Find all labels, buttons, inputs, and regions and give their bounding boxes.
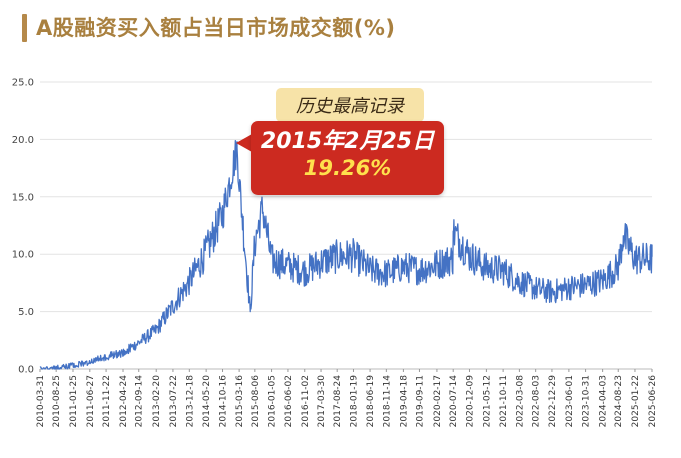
y-tick-label: 20.0 <box>12 135 34 146</box>
x-tick-label: 2022-08-03 <box>532 375 542 427</box>
x-tick-label: 2013-07-22 <box>169 375 179 427</box>
x-tick-label: 2017-03-30 <box>317 375 327 428</box>
x-tick-label: 2019-04-18 <box>399 375 409 428</box>
x-tick-label: 2010-03-31 <box>36 375 46 427</box>
callout-pointer <box>236 134 252 152</box>
title-accent-bar <box>22 14 27 42</box>
x-tick-label: 2012-04-24 <box>119 375 129 428</box>
y-tick-label: 10.0 <box>12 250 34 261</box>
x-tick-label: 2011-06-27 <box>86 375 96 427</box>
grid-lines <box>40 81 652 370</box>
x-tick-label: 2016-06-02 <box>284 375 294 427</box>
x-axis-ticks: 2010-03-31 2010-08-25 2011-01-25 2011-06-27… <box>36 369 658 427</box>
x-tick-label: 2020-07-14 <box>449 375 459 428</box>
y-tick-label: 15.0 <box>12 192 34 203</box>
x-tick-label: 2022-03-08 <box>515 375 525 428</box>
chart-title: A股融资买入额占当日市场成交额(%) <box>36 16 396 40</box>
y-tick-label: 0.0 <box>18 365 34 376</box>
x-tick-label: 2020-02-17 <box>433 375 443 427</box>
peak-value: 19.26% <box>303 156 392 180</box>
x-tick-label: 2014-10-16 <box>219 375 229 428</box>
y-axis-ticks: 0.0 5.0 10.0 15.0 20.0 25.0 <box>12 78 34 376</box>
x-tick-label: 2022-12-29 <box>548 375 558 428</box>
peak-date: 2015年2月25日 <box>260 129 435 154</box>
x-tick-label: 2025-06-26 <box>648 375 658 428</box>
x-tick-label: 2023-10-31 <box>582 375 592 427</box>
x-tick-label: 2016-11-02 <box>301 375 311 427</box>
x-tick-label: 2013-12-18 <box>185 375 195 428</box>
x-tick-label: 2021-05-12 <box>482 375 492 427</box>
x-tick-label: 2015-08-06 <box>251 375 261 428</box>
x-tick-label: 2015-03-16 <box>235 375 245 428</box>
record-note: 历史最高记录 <box>276 88 424 122</box>
x-tick-label: 2010-08-25 <box>52 375 62 427</box>
y-tick-label: 5.0 <box>18 307 34 318</box>
x-tick-label: 2011-11-22 <box>102 375 112 427</box>
x-tick-label: 2021-10-11 <box>499 375 509 427</box>
x-tick-label: 2018-01-19 <box>349 375 359 428</box>
x-tick-label: 2018-11-14 <box>382 375 392 428</box>
y-tick-label: 25.0 <box>12 78 34 89</box>
x-tick-label: 2012-09-14 <box>135 375 145 428</box>
x-tick-label: 2016-01-05 <box>268 375 278 427</box>
x-tick-label: 2019-09-11 <box>415 375 425 427</box>
series-line <box>39 139 653 370</box>
x-tick-label: 2025-01-22 <box>631 375 641 427</box>
x-tick-label: 2024-08-23 <box>614 375 624 427</box>
x-tick-label: 2024-04-03 <box>599 375 609 427</box>
x-tick-label: 2023-06-01 <box>565 375 575 427</box>
x-tick-label: 2017-08-24 <box>333 375 343 428</box>
x-tick-label: 2013-02-20 <box>152 375 162 428</box>
peak-callout: 2015年2月25日 19.26% <box>251 121 444 195</box>
x-tick-label: 2020-12-09 <box>465 375 475 428</box>
x-tick-label: 2011-01-25 <box>69 375 79 427</box>
x-tick-label: 2014-05-20 <box>202 375 212 428</box>
x-tick-label: 2018-06-19 <box>366 375 376 428</box>
